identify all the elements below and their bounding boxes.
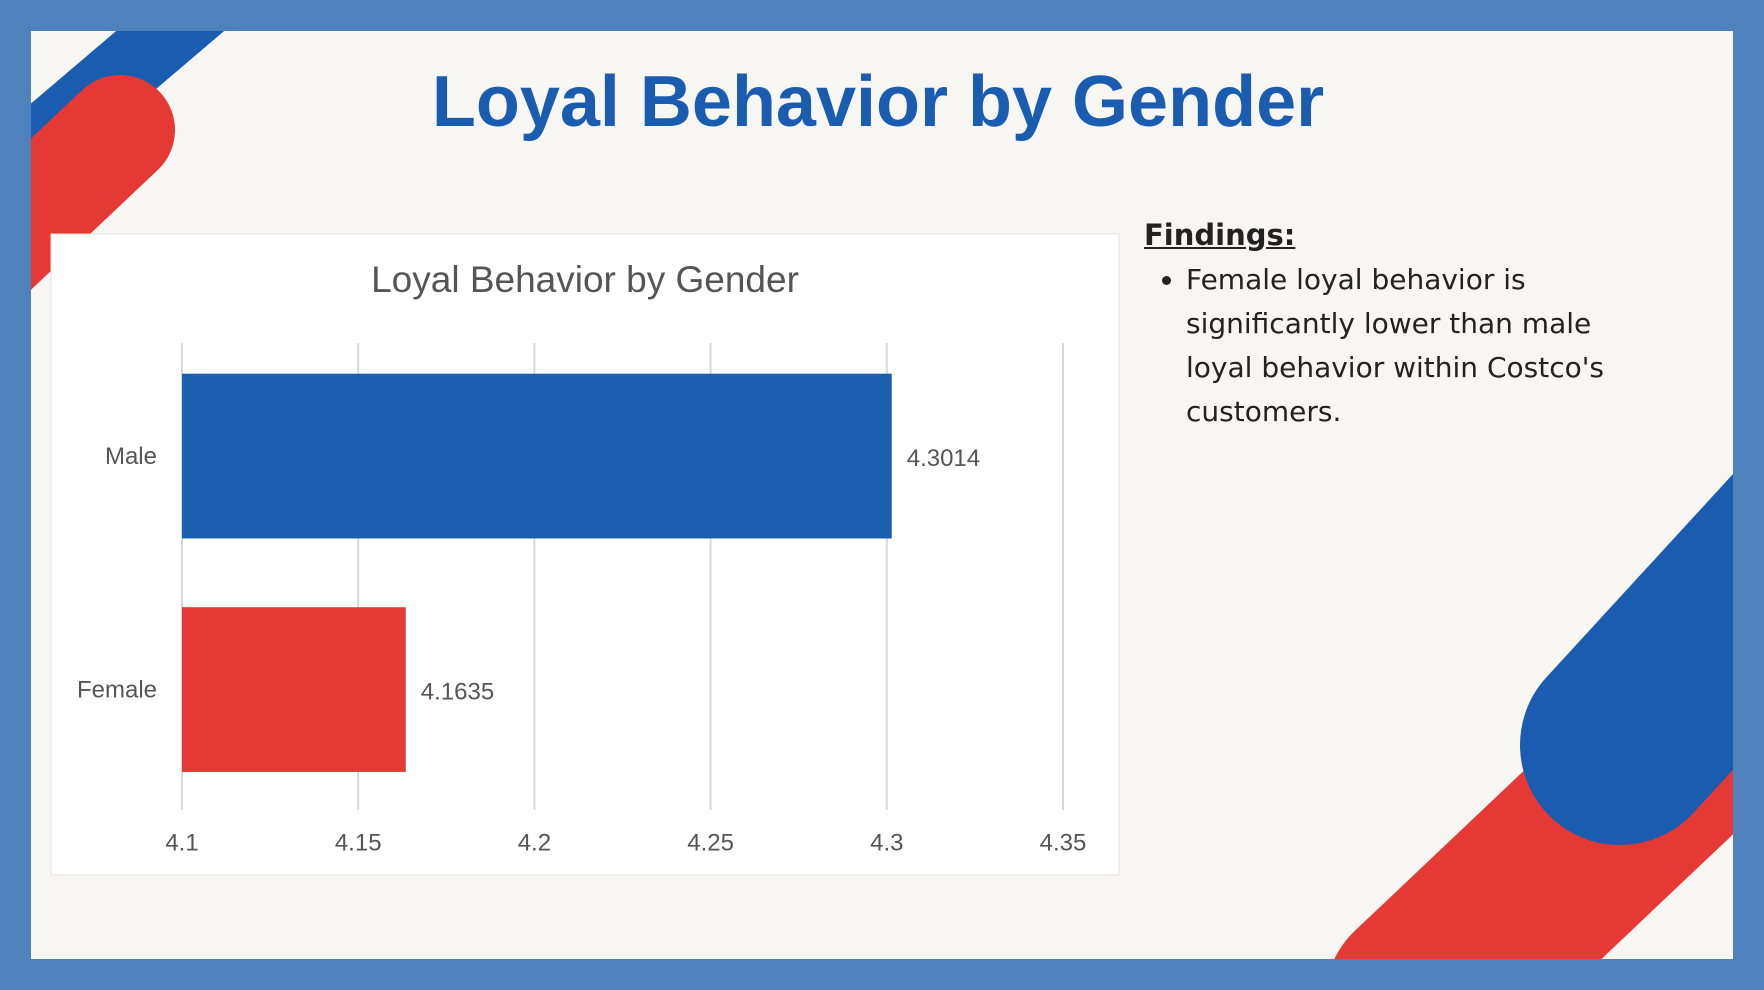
- x-tick-label: 4.15: [335, 829, 382, 856]
- finding: Female loyal behavior is significantly l…: [1186, 258, 1606, 434]
- bar: [182, 373, 892, 539]
- x-tick-label: 4.25: [687, 829, 734, 856]
- findings: Findings: Female loyal behavior is signi…: [1144, 218, 1614, 434]
- y-tick-label: Male: [105, 443, 157, 470]
- chart-panel: [50, 233, 1120, 876]
- stripe: [31, 75, 175, 290]
- y-tick-label: Female: [77, 677, 157, 704]
- value-label: 4.1635: [421, 679, 494, 706]
- findings-list: Female loyal behavior is significantly l…: [1144, 258, 1606, 434]
- stripe: [1520, 474, 1733, 845]
- x-tick-label: 4.1: [165, 829, 198, 856]
- x-tick-label: 4.2: [518, 829, 551, 856]
- bar: [182, 607, 406, 772]
- value-label: 4.3014: [907, 445, 980, 472]
- x-tick-label: 4.3: [870, 829, 903, 856]
- chart: Loyal Behavior by Gender 4.1 4.15 4.2 4.25 4…: [50, 233, 1120, 876]
- findings-heading: Findings:: [1144, 218, 1296, 252]
- slide-title: Loyal Behavior by Gender: [432, 62, 1324, 142]
- chart-title: Loyal Behavior by Gender: [371, 259, 799, 300]
- x-tick-label: 4.35: [1040, 829, 1087, 856]
